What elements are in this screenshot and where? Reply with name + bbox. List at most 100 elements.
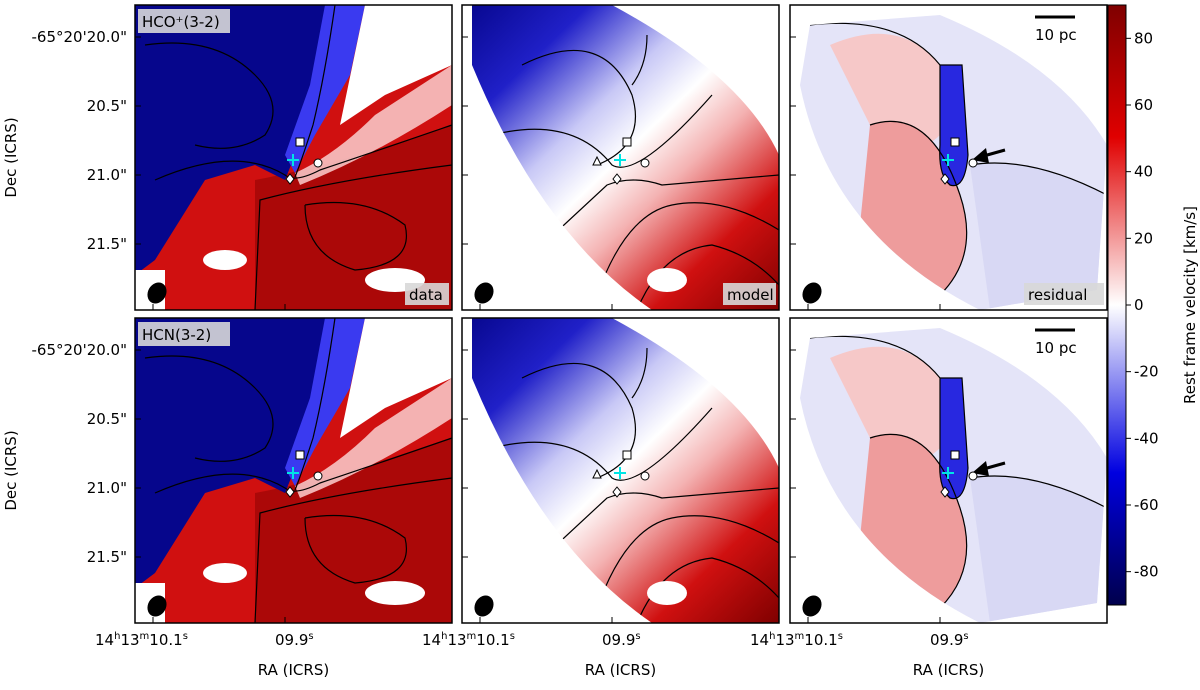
panel-bottom-model (461, 317, 780, 624)
contour-line (304, 514, 407, 584)
velocity-region-pink (295, 65, 452, 185)
contour-line (939, 64, 969, 187)
velocity-region-white (340, 318, 452, 438)
marker-square (950, 137, 960, 147)
panel-label-box (405, 283, 449, 305)
contour-line (491, 94, 713, 168)
colorbar: 80 60 40 20 0 -20 -40 -60 -80 Rest frame velocity… (1107, 4, 1199, 606)
contour-line (491, 407, 713, 481)
marker-circle (313, 471, 323, 481)
line-label-box (138, 9, 230, 33)
panel-frame (789, 4, 1108, 311)
colorbar-tick-label: 60 (1134, 96, 1153, 114)
arrow-head (972, 461, 989, 476)
marker-triangle (592, 155, 602, 166)
y-tick-label: -65°20'20.0" (31, 341, 127, 359)
panel-frame (134, 317, 453, 624)
velocity-region-blue (135, 5, 335, 275)
panel-top-residual: residual 10 pc (789, 4, 1108, 311)
contour-line (294, 4, 336, 178)
panel-frame (461, 4, 780, 311)
panel-frame (789, 317, 1108, 624)
panel-top-data: data (134, 4, 453, 311)
y-tick-label: 20.5" (87, 410, 127, 428)
x-tick-label: 14h13m10.1s (750, 631, 843, 649)
marker-diamond (940, 486, 950, 498)
residual-region-pink (830, 33, 940, 148)
arrow-head (972, 148, 989, 163)
colorbar-gradient (1107, 4, 1127, 606)
y-tick-label: 21.0" (87, 166, 127, 184)
marker-circle (968, 471, 978, 481)
contour-line (521, 362, 636, 479)
y-axis-label: Dec (ICRS) (2, 430, 20, 510)
marker-circle (313, 158, 323, 168)
colorbar-label: Rest frame velocity [km/s] (1181, 206, 1199, 404)
contour-line (631, 347, 648, 399)
marker-square (295, 137, 305, 147)
line-label: HCO⁺(3-2) (138, 9, 230, 33)
x-axis-label: RA (ICRS) (258, 661, 329, 679)
contour-line (869, 120, 968, 296)
velocity-region-pink (295, 378, 452, 498)
x-tick-label: 09.9s (930, 631, 969, 649)
contour-line (294, 317, 336, 491)
marker-cross (287, 467, 299, 479)
colorbar-tick-label: -80 (1134, 563, 1159, 581)
panel-label-box (1024, 283, 1104, 305)
masked-region (203, 250, 247, 270)
y-tick-label: 21.5" (87, 235, 127, 253)
colorbar-tick-label: 20 (1134, 229, 1153, 247)
contour-line (969, 475, 1107, 509)
line-label-text: HCN(3-2) (142, 326, 211, 344)
beam-ellipse (802, 282, 822, 304)
contour-line (144, 42, 274, 149)
velocity-region-blue (135, 318, 335, 588)
masked-region (647, 268, 687, 292)
line-label-box (138, 322, 230, 346)
marker-cross (942, 154, 954, 166)
y-tick-label: -65°20'20.0" (31, 28, 127, 46)
contour-line (254, 164, 453, 311)
contour-line (304, 201, 407, 271)
masked-region (365, 581, 425, 605)
scale-bar-label: 10 pc (1035, 339, 1077, 357)
contour-line (521, 49, 636, 166)
residual-region-pink (830, 346, 940, 461)
panel-frame (461, 317, 780, 624)
residual-region-lightblue (970, 476, 1107, 623)
marker-cross (614, 154, 626, 166)
panel-label-box (723, 283, 776, 305)
marker-diamond (940, 173, 950, 185)
x-tick-label: 09.9s (602, 631, 641, 649)
x-tick-label: 14h13m10.1s (422, 631, 515, 649)
contour-line (809, 335, 941, 379)
contour-line (969, 162, 1107, 196)
colorbar-tick-label: -60 (1134, 496, 1159, 514)
residual-region-lightblue (970, 163, 1107, 310)
contour-line (591, 515, 779, 623)
contour-line (869, 433, 968, 609)
contour-line (939, 377, 969, 500)
marker-diamond (285, 173, 295, 185)
contour-line (154, 124, 453, 181)
marker-cross (614, 467, 626, 479)
contour-line (536, 174, 779, 251)
contour-line (591, 202, 779, 310)
panel-bottom-data (134, 317, 453, 624)
marker-diamond (612, 173, 622, 185)
marker-diamond (612, 486, 622, 498)
x-tick-label: 14h13m10.1s (95, 631, 188, 649)
marker-circle (968, 158, 978, 168)
marker-square (950, 450, 960, 460)
y-tick-label: 21.5" (87, 548, 127, 566)
panel-label: data (409, 286, 443, 304)
y-tick-label: 20.5" (87, 97, 127, 115)
velocity-region-light-blue (285, 5, 365, 173)
contour-line (254, 477, 453, 624)
line-label-text: HCO⁺(3-2) (142, 13, 220, 31)
residual-map (800, 15, 1107, 310)
velocity-region-light-blue (285, 318, 365, 486)
contour-line (144, 355, 274, 462)
